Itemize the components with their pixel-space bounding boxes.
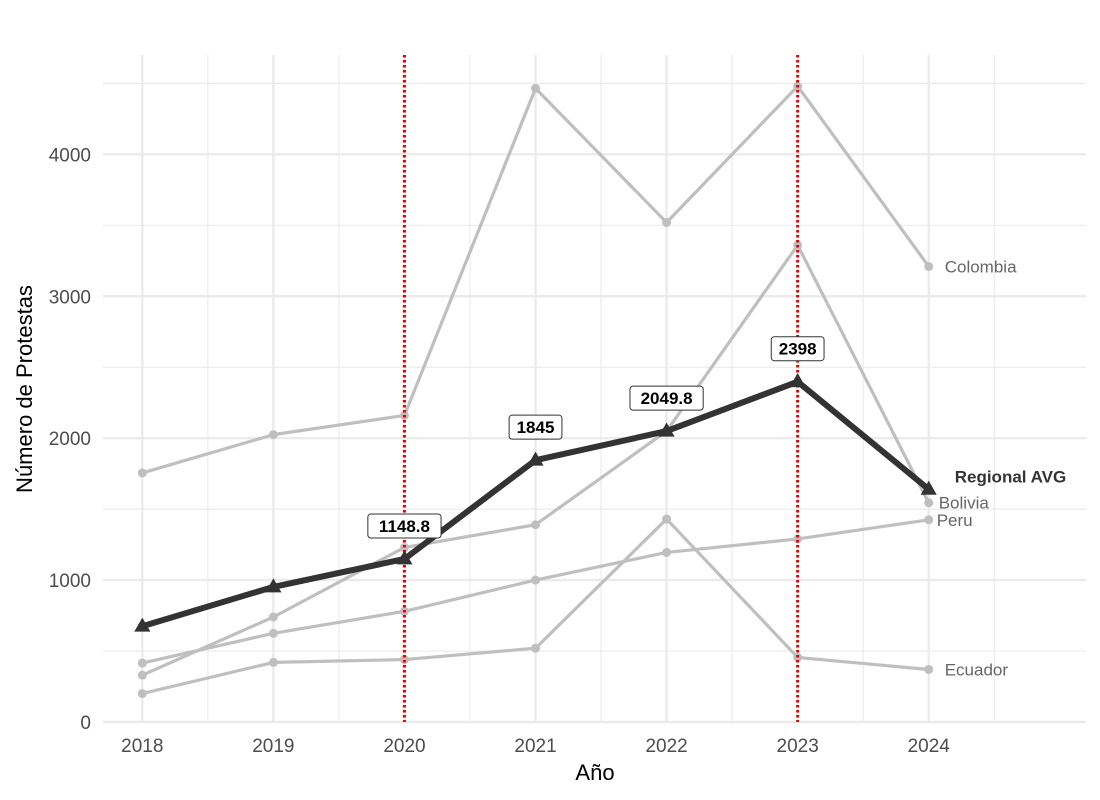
y-tick-label: 0 bbox=[80, 713, 91, 734]
series-point-regional-avg bbox=[658, 422, 675, 437]
x-axis-title: Año bbox=[575, 760, 614, 785]
series-point-regional-avg bbox=[396, 550, 413, 565]
x-tick-label: 2021 bbox=[514, 736, 556, 757]
series-point-peru bbox=[268, 628, 278, 638]
series-label-ecuador: Ecuador bbox=[945, 660, 1009, 679]
series-point-ecuador bbox=[268, 657, 278, 667]
y-tick-labels: 0 1000 2000 3000 4000 bbox=[49, 145, 91, 734]
series-point-colombia bbox=[531, 83, 541, 93]
value-labels: 1148.8 1845 2049.8 2398 bbox=[367, 336, 825, 539]
value-label: 1845 bbox=[508, 414, 563, 440]
series-point-bolivia bbox=[924, 498, 934, 508]
series-point-ecuador bbox=[531, 643, 541, 653]
y-tick-label: 4000 bbox=[49, 145, 91, 166]
series-point-colombia bbox=[137, 468, 147, 478]
series-point-regional-avg bbox=[920, 480, 937, 495]
x-tick-label: 2024 bbox=[908, 736, 951, 757]
regional-avg-layer bbox=[134, 373, 937, 632]
x-tick-label: 2018 bbox=[121, 736, 163, 757]
series-point-ecuador bbox=[137, 689, 147, 699]
series-point-peru bbox=[137, 658, 147, 668]
series-point-bolivia bbox=[531, 520, 541, 530]
value-label-text: 2049.8 bbox=[641, 389, 693, 408]
reference-lines bbox=[402, 55, 800, 722]
grid-minor bbox=[103, 55, 1086, 722]
series-label-bolivia: Bolivia bbox=[939, 494, 990, 513]
x-tick-label: 2020 bbox=[383, 736, 425, 757]
series-point-regional-avg bbox=[527, 451, 544, 466]
grid-major bbox=[103, 55, 1086, 724]
series-point-peru bbox=[793, 534, 803, 544]
series-point-regional-avg bbox=[265, 578, 282, 593]
series-point-colombia bbox=[924, 261, 934, 271]
series-point-colombia bbox=[268, 430, 278, 440]
series-point-ecuador bbox=[662, 514, 672, 524]
series-point-bolivia bbox=[137, 670, 147, 680]
y-tick-label: 2000 bbox=[49, 429, 91, 450]
series-point-peru bbox=[662, 547, 672, 557]
value-label-text: 1845 bbox=[517, 418, 555, 437]
series-point-peru bbox=[924, 515, 934, 525]
y-tick-label: 1000 bbox=[49, 571, 91, 592]
x-tick-label: 2023 bbox=[777, 736, 819, 757]
y-tick-label: 3000 bbox=[49, 287, 91, 308]
y-axis-title: Número de Protestas bbox=[12, 285, 37, 493]
series-point-ecuador bbox=[924, 664, 934, 674]
x-tick-label: 2022 bbox=[645, 736, 687, 757]
series-label-regional-avg: Regional AVG bbox=[955, 467, 1066, 486]
value-label-text: 2398 bbox=[779, 340, 817, 359]
x-tick-label: 2019 bbox=[252, 736, 294, 757]
value-label: 2398 bbox=[770, 336, 825, 362]
value-label-text: 1148.8 bbox=[379, 517, 430, 536]
value-label-box bbox=[770, 336, 825, 362]
series-point-peru bbox=[531, 575, 541, 585]
series-point-ecuador bbox=[399, 655, 409, 665]
series-point-colombia bbox=[662, 217, 672, 227]
value-label-box bbox=[508, 414, 563, 440]
value-label: 2049.8 bbox=[629, 385, 704, 411]
value-label: 1148.8 bbox=[367, 513, 442, 539]
series-point-regional-avg bbox=[789, 373, 806, 388]
value-label-box bbox=[629, 385, 704, 411]
series-label-colombia: Colombia bbox=[945, 257, 1017, 276]
x-tick-labels: 2018 2019 2020 2021 2022 2023 2024 bbox=[121, 736, 950, 757]
series-point-bolivia bbox=[268, 612, 278, 622]
value-label-box bbox=[367, 513, 442, 539]
series-point-regional-avg bbox=[134, 617, 151, 632]
series-label-peru: Peru bbox=[937, 511, 973, 530]
